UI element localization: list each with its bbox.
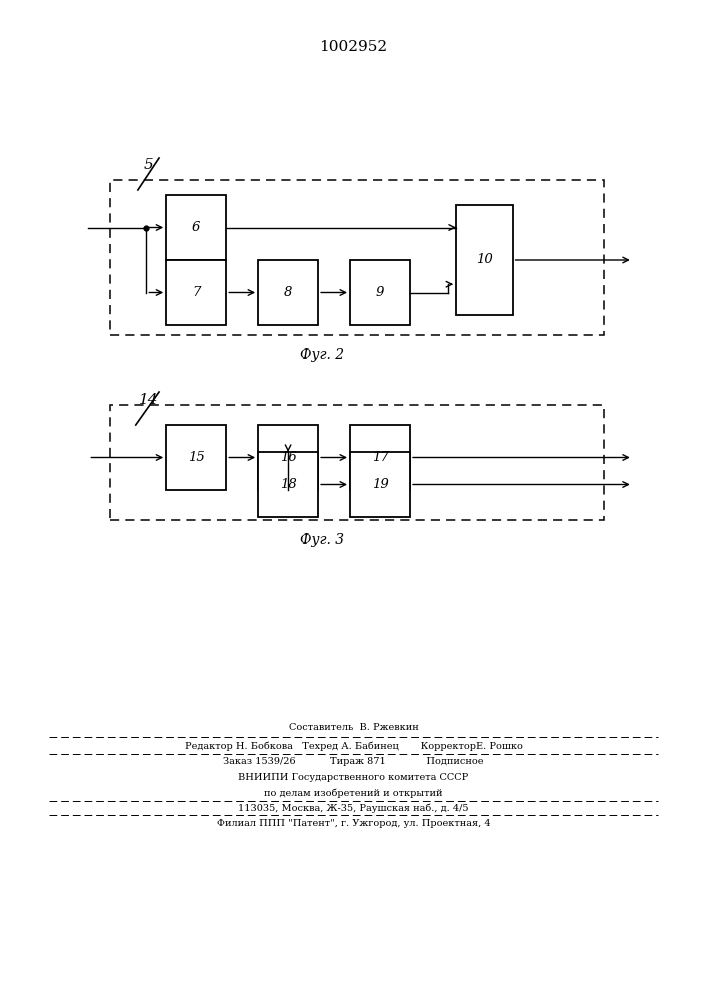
Text: по делам изобретений и открытий: по делам изобретений и открытий bbox=[264, 788, 443, 798]
Bar bbox=[110, 180, 604, 335]
Text: 18: 18 bbox=[280, 478, 296, 491]
Text: Филиал ППП "Патент", г. Ужгород, ул. Проектная, 4: Филиал ППП "Патент", г. Ужгород, ул. Про… bbox=[216, 818, 491, 828]
Text: 6: 6 bbox=[192, 221, 200, 234]
Text: Фуг. 2: Фуг. 2 bbox=[300, 348, 344, 362]
Bar bbox=[350, 425, 410, 490]
Text: Заказ 1539/26           Тираж 871             Подписное: Заказ 1539/26 Тираж 871 Подписное bbox=[223, 758, 484, 766]
Bar bbox=[166, 425, 226, 490]
Bar bbox=[350, 452, 410, 517]
Text: 9: 9 bbox=[376, 286, 384, 299]
Bar bbox=[166, 260, 226, 325]
Text: 17: 17 bbox=[372, 451, 388, 464]
Text: Редактор Н. Бобкова   Техред А. Бабинец       КорректорЕ. Рошко: Редактор Н. Бобкова Техред А. Бабинец Ко… bbox=[185, 741, 522, 751]
Bar bbox=[258, 260, 318, 325]
Bar bbox=[110, 405, 604, 520]
Text: 5: 5 bbox=[144, 158, 153, 172]
Text: 16: 16 bbox=[280, 451, 296, 464]
Text: 1002952: 1002952 bbox=[320, 40, 387, 54]
Text: 113035, Москва, Ж-35, Раушская наб., д. 4/5: 113035, Москва, Ж-35, Раушская наб., д. … bbox=[238, 803, 469, 813]
Text: 7: 7 bbox=[192, 286, 200, 299]
Text: 14: 14 bbox=[139, 393, 158, 407]
Bar bbox=[258, 452, 318, 517]
Text: Фуг. 3: Фуг. 3 bbox=[300, 533, 344, 547]
Text: 19: 19 bbox=[372, 478, 388, 491]
Text: 10: 10 bbox=[476, 253, 493, 266]
Bar bbox=[350, 260, 410, 325]
Text: Составитель  В. Ржевкин: Составитель В. Ржевкин bbox=[288, 724, 419, 732]
Text: ВНИИПИ Государственного комитета СССР: ВНИИПИ Государственного комитета СССР bbox=[238, 774, 469, 782]
Bar bbox=[166, 195, 226, 260]
Text: 15: 15 bbox=[188, 451, 204, 464]
Bar bbox=[258, 425, 318, 490]
Bar bbox=[456, 205, 513, 315]
Text: 8: 8 bbox=[284, 286, 292, 299]
